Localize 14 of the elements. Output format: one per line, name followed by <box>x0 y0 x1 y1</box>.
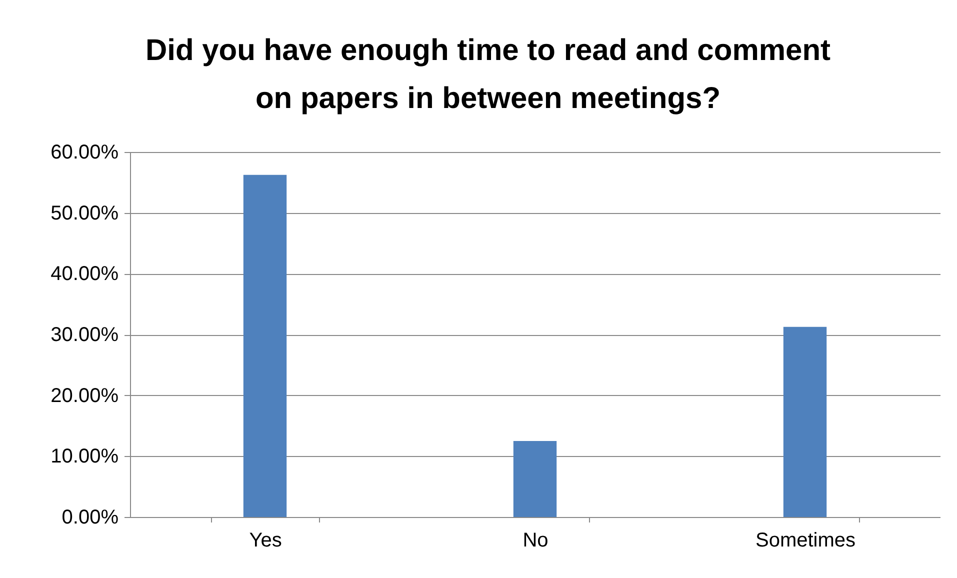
y-tick-label: 30.00% <box>50 324 119 346</box>
x-tick-label: Sometimes <box>755 530 856 552</box>
y-tick-label: 50.00% <box>50 202 119 224</box>
y-tick-label: 60.00% <box>50 142 119 164</box>
bar <box>783 326 827 517</box>
bar <box>243 174 287 517</box>
y-tick-label: 40.00% <box>50 263 119 286</box>
bar <box>513 440 557 517</box>
y-tick-label: 10.00% <box>50 446 119 468</box>
y-tick-label: 0.00% <box>62 506 119 528</box>
x-tick-label: Yes <box>249 530 282 552</box>
chart-title: Did you have enough time to read and comment on papers in between meetings? <box>145 34 831 115</box>
x-tick-label: No <box>522 530 548 552</box>
y-tick-label: 20.00% <box>50 384 119 407</box>
